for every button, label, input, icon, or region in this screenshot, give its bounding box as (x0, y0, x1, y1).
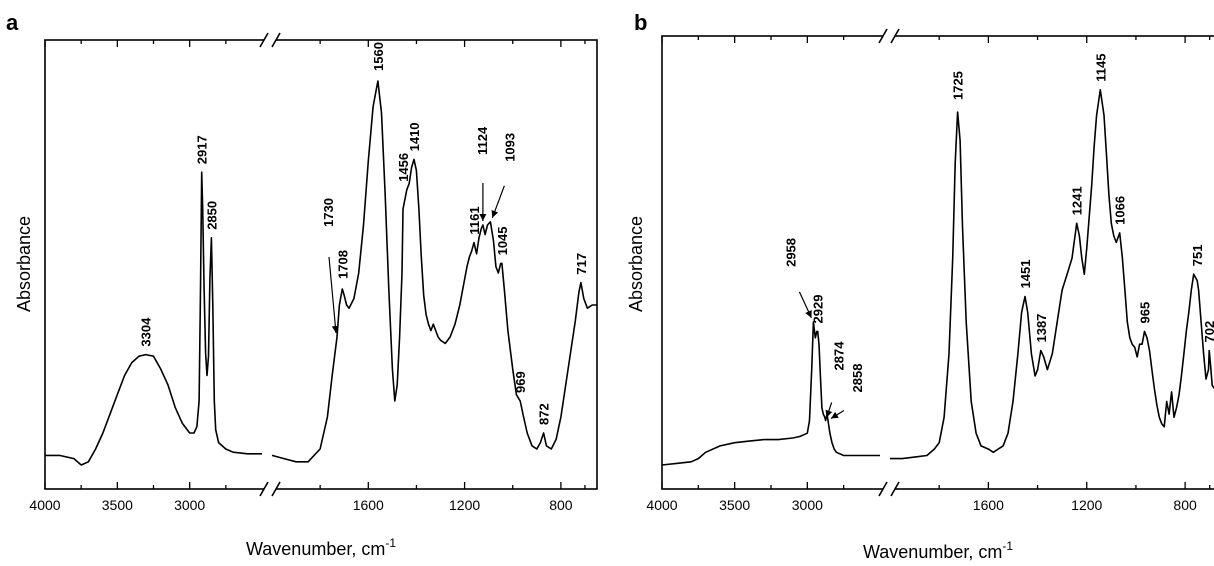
peak-label-1161: 1161 (467, 206, 482, 234)
x-tick-label: 3000 (174, 497, 205, 513)
axis-break-slash (878, 481, 888, 497)
panel-a-spectrum (45, 80, 597, 466)
spectrum-segment-1 (45, 171, 262, 466)
x-tick-label: 3000 (792, 497, 823, 513)
panel-a-x-ticks: 4000 3500 3000 1600 1200 800 (29, 40, 586, 513)
x-tick-label: 3500 (102, 497, 133, 513)
axis-break-gap (883, 33, 895, 39)
panel-b-x-ticks: 4000 3500 3000 1600 1200 800 (646, 36, 1211, 513)
peak-label-1241: 1241 (1070, 186, 1085, 215)
x-tick-label: 4000 (646, 497, 677, 513)
spectrum-segment-2 (271, 80, 597, 463)
peak-label-2929: 2929 (811, 295, 826, 324)
panel-a-frame (44, 39, 598, 490)
axis-break-gap (264, 37, 276, 43)
peak-label-1560: 1560 (371, 42, 386, 71)
peak-arrowhead-1730 (331, 325, 339, 333)
peak-label-1124: 1124 (475, 126, 490, 155)
peak-label-1708: 1708 (335, 250, 350, 279)
panel-b-ylabel: Absorbance (626, 216, 646, 312)
x-tick-label: 1200 (449, 497, 480, 513)
panel-a: a Absorbance Wavenumber, cm-1 4000 3500 30… (6, 10, 598, 559)
peak-label-717: 717 (574, 253, 589, 275)
peak-label-1456: 1456 (396, 153, 411, 182)
axis-break-slash (878, 28, 888, 44)
peak-label-1410: 1410 (407, 122, 422, 151)
x-tick-label: 800 (1173, 497, 1197, 513)
peak-label-1145: 1145 (1093, 54, 1108, 82)
peak-label-3304: 3304 (139, 317, 154, 347)
peak-arrow-1730 (328, 256, 337, 334)
panel-a-peak-labels: 3304 2917 2850 1730 1708 1560 1456 1410 1161 1124… (139, 42, 589, 425)
peak-label-2917: 2917 (195, 135, 210, 164)
panel-b-xlabel: Wavenumber, cm-1 (863, 539, 1013, 562)
peak-label-1730: 1730 (321, 198, 336, 227)
axis-break-slash (890, 28, 900, 44)
peak-label-1387: 1387 (1034, 314, 1049, 343)
peak-label-1093: 1093 (502, 133, 517, 162)
peak-arrowhead-1124 (479, 214, 487, 221)
peak-label-1045: 1045 (495, 226, 510, 255)
spectrum-segment-2 (890, 89, 1214, 460)
panel-a-xlabel: Wavenumber, cm-1 (246, 536, 396, 559)
peak-label-2958: 2958 (783, 238, 798, 267)
peak-arrowhead-2874 (825, 409, 833, 418)
x-tick-label: 3500 (719, 497, 750, 513)
x-tick-label: 4000 (29, 497, 60, 513)
peak-label-2858: 2858 (850, 364, 865, 393)
x-tick-label: 1200 (1071, 497, 1102, 513)
peak-label-1066: 1066 (1113, 196, 1128, 225)
panel-b: b Absorbance Wavenumber, cm-1 4000 3500 30… (626, 10, 1214, 562)
axis-break-slash (271, 32, 281, 48)
peak-arrowhead-2958 (805, 310, 812, 318)
peak-label-1725: 1725 (951, 71, 966, 100)
axis-break-slash (259, 32, 269, 48)
axis-break-gap (264, 486, 276, 492)
x-tick-label: 1600 (973, 497, 1004, 513)
panel-b-label: b (634, 10, 647, 35)
peak-label-2850: 2850 (204, 201, 219, 230)
peak-label-969: 969 (513, 371, 528, 393)
axis-break-slash (890, 481, 900, 497)
panel-b-frame (661, 35, 1214, 490)
spectrum-segment-1 (661, 321, 880, 466)
peak-label-1451: 1451 (1018, 260, 1033, 289)
peak-label-751: 751 (1190, 244, 1205, 266)
peak-label-2874: 2874 (832, 341, 847, 371)
peak-arrowhead-1093 (491, 210, 499, 218)
axis-break-gap (883, 486, 895, 492)
peak-label-702: 702 (1202, 321, 1214, 343)
panel-b-axis-break-marks (878, 28, 900, 497)
peak-label-965: 965 (1138, 302, 1153, 324)
axis-break-slash (259, 481, 269, 497)
panel-a-label: a (6, 10, 19, 35)
axis-break-slash (271, 481, 281, 497)
peak-arrowhead-2858 (830, 411, 839, 419)
peak-label-872: 872 (537, 403, 552, 425)
x-tick-label: 800 (549, 497, 573, 513)
x-tick-label: 1600 (353, 497, 384, 513)
panel-a-axis-break-marks (259, 32, 281, 497)
panel-a-ylabel: Absorbance (14, 216, 34, 312)
panel-b-spectrum (661, 89, 1214, 466)
